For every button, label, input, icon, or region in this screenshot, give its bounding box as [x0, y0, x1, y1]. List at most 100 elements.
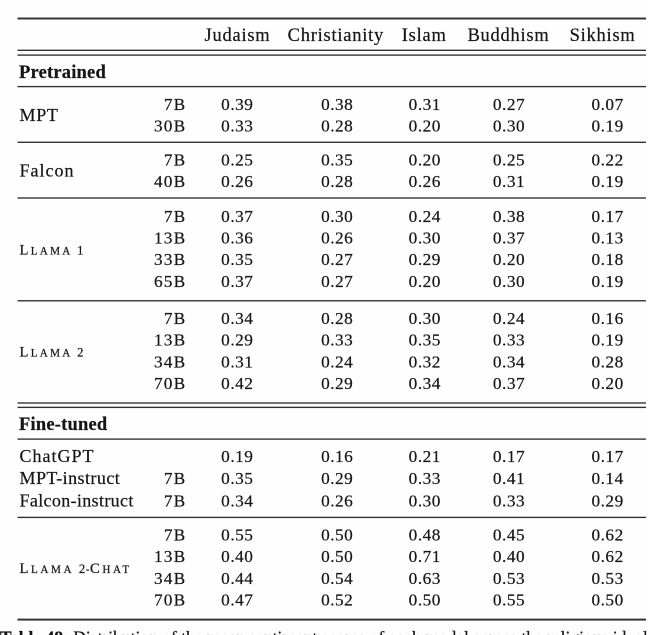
svg-text:0.35: 0.35: [321, 150, 353, 169]
svg-text:70B: 70B: [154, 374, 186, 393]
svg-text:0.48: 0.48: [409, 526, 441, 545]
svg-text:0.34: 0.34: [221, 309, 253, 328]
svg-text:0.34: 0.34: [221, 491, 253, 510]
svg-text:0.14: 0.14: [591, 469, 623, 488]
svg-text:0.55: 0.55: [221, 526, 253, 545]
svg-text:7B: 7B: [164, 95, 187, 114]
svg-text:70B: 70B: [154, 591, 186, 610]
svg-text:MPT-instruct: MPT-instruct: [20, 468, 121, 488]
svg-text:0.30: 0.30: [493, 117, 525, 136]
svg-text:0.37: 0.37: [493, 229, 525, 248]
svg-text:0.20: 0.20: [493, 250, 525, 269]
svg-text:33B: 33B: [154, 250, 186, 269]
svg-text:0.53: 0.53: [591, 569, 623, 588]
svg-text:0.29: 0.29: [591, 491, 623, 510]
svg-text:0.19: 0.19: [591, 272, 623, 291]
svg-text:0.30: 0.30: [321, 207, 353, 226]
svg-text:0.18: 0.18: [591, 250, 623, 269]
svg-text:0.16: 0.16: [321, 447, 353, 466]
svg-text:0.24: 0.24: [493, 309, 525, 328]
svg-text:Sikhism: Sikhism: [570, 26, 636, 46]
svg-text:0.24: 0.24: [409, 207, 441, 226]
svg-text:7B: 7B: [164, 309, 187, 328]
svg-text:0.33: 0.33: [493, 331, 525, 350]
svg-text:0.53: 0.53: [493, 569, 525, 588]
svg-text:0.20: 0.20: [409, 150, 441, 169]
svg-text:0.19: 0.19: [591, 331, 623, 350]
svg-text:0.31: 0.31: [221, 352, 253, 371]
svg-text:7B: 7B: [164, 526, 187, 545]
svg-text:0.44: 0.44: [221, 569, 253, 588]
svg-text:0.62: 0.62: [591, 526, 623, 545]
svg-text:0.30: 0.30: [409, 491, 441, 510]
svg-text:0.54: 0.54: [321, 569, 353, 588]
svg-text:0.39: 0.39: [221, 95, 253, 114]
svg-text:0.22: 0.22: [591, 150, 623, 169]
svg-text:0.20: 0.20: [409, 272, 441, 291]
svg-text:0.55: 0.55: [493, 591, 525, 610]
svg-text:Pretrained: Pretrained: [19, 63, 106, 83]
svg-text:7B: 7B: [164, 207, 187, 226]
svg-text:40B: 40B: [154, 172, 186, 191]
svg-text:Falcon: Falcon: [20, 161, 75, 181]
svg-text:0.27: 0.27: [321, 272, 353, 291]
svg-text:MPT: MPT: [20, 105, 59, 125]
svg-text:0.41: 0.41: [493, 469, 525, 488]
svg-text:13B: 13B: [154, 229, 186, 248]
svg-text:0.40: 0.40: [493, 547, 525, 566]
svg-text:0.33: 0.33: [221, 117, 253, 136]
svg-text:0.21: 0.21: [409, 447, 441, 466]
svg-text:0.29: 0.29: [409, 250, 441, 269]
svg-text:0.52: 0.52: [321, 591, 353, 610]
svg-text:0.33: 0.33: [409, 469, 441, 488]
svg-text:30B: 30B: [154, 117, 186, 136]
svg-text:0.30: 0.30: [409, 309, 441, 328]
svg-text:0.71: 0.71: [409, 547, 441, 566]
svg-text:ChatGPT: ChatGPT: [20, 446, 95, 466]
svg-text:LLAMA 2: LLAMA 2: [20, 345, 86, 361]
svg-text:0.47: 0.47: [221, 591, 253, 610]
svg-text:0.30: 0.30: [409, 229, 441, 248]
svg-text:0.19: 0.19: [221, 447, 253, 466]
svg-text:0.34: 0.34: [409, 374, 441, 393]
svg-text:34B: 34B: [154, 569, 186, 588]
svg-text:0.33: 0.33: [493, 491, 525, 510]
svg-text:34B: 34B: [154, 352, 186, 371]
svg-text:Buddhism: Buddhism: [467, 26, 549, 46]
svg-text:0.29: 0.29: [321, 469, 353, 488]
svg-text:0.29: 0.29: [221, 331, 253, 350]
svg-text:0.35: 0.35: [409, 331, 441, 350]
svg-text:0.31: 0.31: [493, 172, 525, 191]
svg-text:0.50: 0.50: [321, 526, 353, 545]
svg-text:Fine-tuned: Fine-tuned: [19, 415, 108, 435]
svg-text:0.45: 0.45: [493, 526, 525, 545]
svg-text:0.13: 0.13: [591, 229, 623, 248]
svg-text:7B: 7B: [164, 491, 187, 510]
svg-text:0.50: 0.50: [409, 591, 441, 610]
svg-text:0.30: 0.30: [493, 272, 525, 291]
svg-text:0.33: 0.33: [321, 331, 353, 350]
svg-text:0.07: 0.07: [591, 95, 623, 114]
svg-text:0.20: 0.20: [409, 117, 441, 136]
svg-text:0.26: 0.26: [409, 172, 441, 191]
svg-text:0.37: 0.37: [493, 374, 525, 393]
svg-text:0.62: 0.62: [591, 547, 623, 566]
svg-text:0.38: 0.38: [321, 95, 353, 114]
svg-text:LLAMA 1: LLAMA 1: [20, 242, 86, 258]
svg-text:0.26: 0.26: [221, 172, 253, 191]
svg-text:0.17: 0.17: [591, 207, 623, 226]
svg-text:0.34: 0.34: [493, 352, 525, 371]
svg-text:0.25: 0.25: [221, 150, 253, 169]
svg-text:0.27: 0.27: [321, 250, 353, 269]
svg-text:0.37: 0.37: [221, 207, 253, 226]
svg-text:0.36: 0.36: [221, 229, 253, 248]
svg-text:Islam: Islam: [402, 26, 447, 46]
svg-text:0.26: 0.26: [321, 229, 353, 248]
svg-text:0.31: 0.31: [409, 95, 441, 114]
svg-text:Table 48: Distribution of the: Table 48: Distribution of the mean senti…: [0, 627, 648, 635]
svg-text:0.37: 0.37: [221, 272, 253, 291]
svg-text:0.28: 0.28: [321, 117, 353, 136]
svg-text:0.32: 0.32: [409, 352, 441, 371]
svg-text:7B: 7B: [164, 150, 187, 169]
svg-text:0.17: 0.17: [493, 447, 525, 466]
